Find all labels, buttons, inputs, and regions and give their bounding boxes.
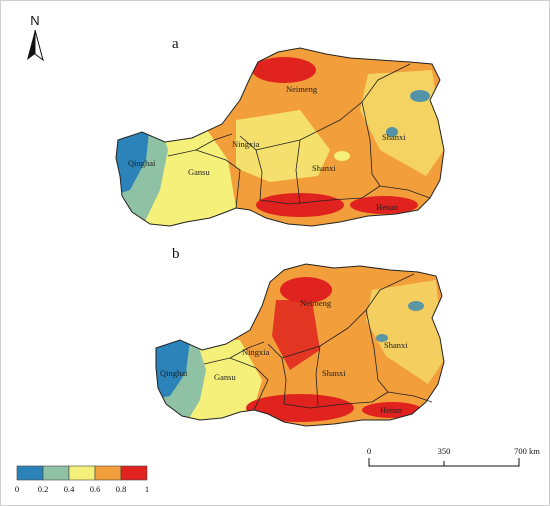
legend-swatch: [68, 465, 96, 481]
province-label-a-neimeng: Neimeng: [286, 84, 318, 94]
legend-swatch: [120, 465, 148, 481]
legend-tick-label: 0.4: [64, 484, 75, 494]
panel-label-b: b: [172, 246, 180, 262]
province-label-b-henan: Henan: [380, 405, 403, 415]
panel-label-a: a: [172, 36, 179, 52]
legend-swatch: [16, 465, 44, 481]
scale-tick-0: 0: [367, 446, 371, 456]
map-panel-b: b Qinghai Gansu Ningxia Ne: [155, 246, 445, 427]
color-legend: 0 0.2 0.4 0.6 0.8 1: [15, 465, 149, 494]
province-label-a-gansu: Gansu: [188, 167, 210, 177]
province-label-b-ningxia: Ningxia: [242, 347, 270, 357]
scale-tick-700: 700 km: [514, 446, 540, 456]
scale-bar: 0 350 700 km: [367, 446, 540, 467]
legend-tick-label: 0.2: [38, 484, 49, 494]
legend-swatch: [42, 465, 70, 481]
legend-swatch: [94, 465, 122, 481]
province-label-b-shanxi-east: Shanxi: [384, 340, 408, 350]
province-label-a-ningxia: Ningxia: [232, 139, 260, 149]
province-label-a-shanxi-east: Shanxi: [382, 132, 406, 142]
legend-tick-label: 0.8: [116, 484, 127, 494]
legend-tick-label: 0.6: [90, 484, 101, 494]
province-label-b-neimeng: Neimeng: [300, 298, 332, 308]
province-label-a-qinghai: Qinghai: [128, 158, 156, 168]
scale-tick-350: 350: [438, 446, 451, 456]
province-label-a-shanxi-west: Shanxi: [312, 163, 336, 173]
province-label-b-gansu: Gansu: [214, 372, 236, 382]
north-arrow-icon: N: [27, 13, 44, 62]
map-panel-a: a Qinghai Gansu Ningxia: [115, 36, 445, 227]
legend-tick-label: 1: [145, 484, 149, 494]
province-label-a-henan: Henan: [376, 202, 399, 212]
legend-tick-label: 0: [15, 484, 19, 494]
province-label-b-qinghai: Qinghai: [160, 368, 188, 378]
province-label-b-shanxi-west: Shanxi: [322, 368, 346, 378]
north-letter: N: [30, 13, 39, 28]
